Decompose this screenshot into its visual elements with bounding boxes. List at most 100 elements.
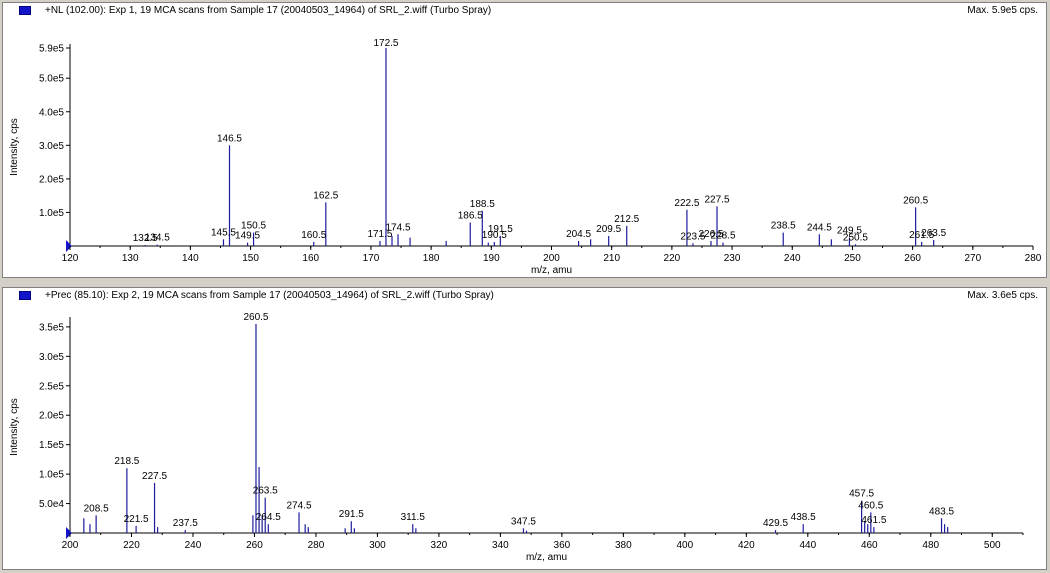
x-tick-label: 280 (1025, 253, 1042, 264)
y-tick-label: 5.0e5 (39, 74, 64, 85)
y-tick-label: 1.0e5 (39, 470, 64, 481)
peak-label: 237.5 (173, 518, 198, 529)
peak-label: 191.5 (488, 224, 513, 235)
x-axis-label: m/z, amu (531, 265, 572, 276)
peak-label: 221.5 (124, 514, 149, 525)
x-tick-label: 380 (615, 540, 632, 551)
pane-title: +NL (102.00): Exp 1, 19 MCA scans from S… (45, 5, 492, 16)
peak-label: 228.5 (711, 231, 736, 242)
x-tick-label: 230 (724, 253, 741, 264)
peak-label: 174.5 (386, 222, 411, 233)
x-tick-label: 320 (431, 540, 448, 551)
peak-label: 204.5 (566, 229, 591, 240)
max-intensity-label: Max. 5.9e5 cps. (967, 5, 1038, 16)
y-tick-label: 2.0e5 (39, 411, 64, 422)
peak-label: 457.5 (849, 489, 874, 500)
peak-label: 264.5 (256, 512, 281, 523)
peak-label: 218.5 (114, 456, 139, 467)
y-tick-label: 1.0e5 (39, 208, 64, 219)
y-tick-label: 2.5e5 (39, 381, 64, 392)
x-tick-label: 260 (246, 540, 263, 551)
x-tick-label: 240 (185, 540, 202, 551)
x-tick-label: 300 (369, 540, 386, 551)
pane-menu-icon[interactable] (19, 6, 31, 15)
x-tick-label: 460 (861, 540, 878, 551)
pane-menu-icon[interactable] (19, 291, 31, 300)
peak-label: 261.5 (909, 230, 934, 241)
x-tick-label: 120 (62, 253, 79, 264)
y-tick-label: 2.0e5 (39, 174, 64, 185)
x-tick-label: 500 (984, 540, 1001, 551)
peak-label: 460.5 (858, 500, 883, 511)
x-tick-label: 240 (784, 253, 801, 264)
max-intensity-label: Max. 3.6e5 cps. (967, 290, 1038, 301)
x-tick-label: 340 (492, 540, 509, 551)
x-tick-label: 160 (302, 253, 319, 264)
x-tick-label: 200 (62, 540, 79, 551)
peak-label: 429.5 (763, 518, 788, 529)
x-tick-label: 200 (543, 253, 560, 264)
peak-label: 208.5 (84, 503, 109, 514)
x-tick-label: 440 (799, 540, 816, 551)
peak-label: 483.5 (929, 506, 954, 517)
x-tick-label: 250 (844, 253, 861, 264)
peak-label: 461.5 (861, 515, 886, 526)
x-axis-label: m/z, amu (526, 552, 567, 563)
axis-marker-icon[interactable] (66, 240, 72, 252)
peak-label: 149.5 (235, 231, 260, 242)
x-tick-label: 140 (182, 253, 199, 264)
peak-label: 311.5 (401, 512, 426, 523)
y-axis-label: Intensity, cps (9, 398, 20, 456)
spectrum-pane-1: +NL (102.00): Exp 1, 19 MCA scans from S… (2, 2, 1047, 278)
x-tick-label: 210 (603, 253, 620, 264)
peak-label: 263.5 (921, 228, 946, 239)
x-tick-label: 400 (676, 540, 693, 551)
peak-label: 171.5 (367, 229, 392, 240)
peak-label: 249.5 (837, 226, 862, 237)
peak-label: 238.5 (771, 221, 796, 232)
peak-label: 160.5 (301, 230, 326, 241)
peak-label: 172.5 (373, 38, 398, 49)
x-tick-label: 170 (363, 253, 380, 264)
peak-label: 227.5 (142, 471, 167, 482)
axis-marker-icon[interactable] (66, 527, 72, 539)
x-tick-label: 360 (554, 540, 571, 551)
x-tick-label: 260 (904, 253, 921, 264)
peak-label: 209.5 (596, 224, 621, 235)
y-tick-label: 3.5e5 (39, 322, 64, 333)
y-tick-label: 1.5e5 (39, 440, 64, 451)
x-tick-label: 180 (423, 253, 440, 264)
peak-label: 227.5 (705, 194, 730, 205)
y-tick-label: 3.0e5 (39, 352, 64, 363)
spectrum-chart[interactable]: 120 130 140 150 160 170 180 190 200 210 220 230 240 2… (3, 3, 1046, 277)
pane-title: +Prec (85.10): Exp 2, 19 MCA scans from … (45, 290, 494, 301)
peak-label: 260.5 (243, 312, 268, 323)
peak-label: 250.5 (843, 232, 868, 243)
x-tick-label: 130 (122, 253, 139, 264)
peak-label: 347.5 (511, 516, 536, 527)
pane-header: +NL (102.00): Exp 1, 19 MCA scans from S… (3, 3, 1046, 19)
peak-label: 263.5 (253, 486, 278, 497)
peak-label: 162.5 (313, 190, 338, 201)
y-tick-label: 5.0e4 (39, 499, 64, 510)
peak-label: 438.5 (791, 512, 816, 523)
peak-label: 212.5 (614, 214, 639, 225)
peak-label: 260.5 (903, 195, 928, 206)
y-axis-label: Intensity, cps (9, 118, 20, 176)
spectrum-pane-2: +Prec (85.10): Exp 2, 19 MCA scans from … (2, 287, 1047, 570)
x-tick-label: 270 (964, 253, 981, 264)
x-tick-label: 220 (664, 253, 681, 264)
peak-label: 134.5 (145, 233, 170, 244)
y-tick-label: 3.0e5 (39, 141, 64, 152)
peak-label: 274.5 (287, 500, 312, 511)
x-tick-label: 190 (483, 253, 500, 264)
pane-header: +Prec (85.10): Exp 2, 19 MCA scans from … (3, 288, 1046, 304)
x-tick-label: 280 (308, 540, 325, 551)
peak-label: 226.5 (698, 229, 723, 240)
x-tick-label: 480 (922, 540, 939, 551)
peak-label: 146.5 (217, 133, 242, 144)
peak-label: 222.5 (674, 198, 699, 209)
peak-label: 132.5 (133, 233, 158, 244)
spectrum-chart[interactable]: 200 220 240 260 280 300 320 340 360 380 400 420 440 4… (3, 288, 1046, 569)
peak-label: 188.5 (470, 199, 495, 210)
